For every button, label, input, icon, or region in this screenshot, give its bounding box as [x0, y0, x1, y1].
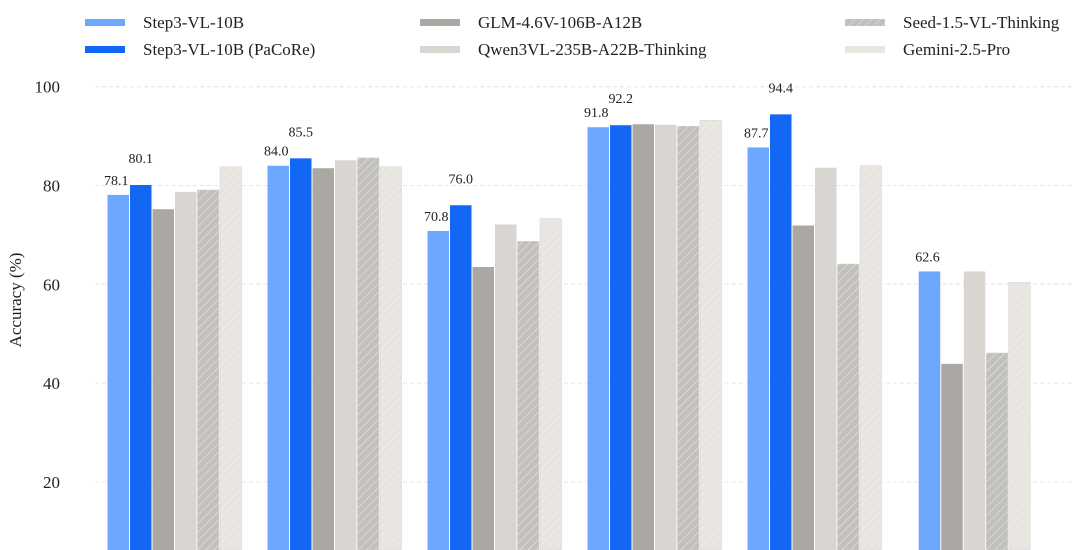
legend-swatch — [85, 46, 125, 53]
bar-glm-4-6v-106b-a12b-3 — [632, 124, 654, 550]
bar-seed-1-5-vl-thinking-4 — [837, 263, 860, 550]
data-label: 91.8 — [584, 106, 609, 121]
legend-item: Qwen3VL-235B-A22B-Thinking — [420, 40, 707, 59]
y-tick-label: 20 — [43, 473, 60, 492]
legend: Step3-VL-10B Step3-VL-10B (PaCoRe) GLM-4.6… — [85, 13, 1060, 59]
legend-item: Seed-1.5-VL-Thinking — [845, 13, 1060, 32]
bar-seed-1-5-vl-thinking-1 — [357, 157, 380, 550]
bar-qwen3vl-235b-a22b-thinking-3 — [655, 124, 677, 550]
data-label: 62.6 — [915, 250, 940, 265]
data-label: 70.8 — [424, 210, 449, 225]
y-tick-label: 80 — [43, 177, 60, 196]
bar-qwen3vl-235b-a22b-thinking-1 — [335, 160, 357, 550]
bar-step3-vl-10b-pacore--3 — [610, 125, 632, 550]
y-tick-label: 40 — [43, 374, 60, 393]
data-label: 94.4 — [769, 81, 794, 96]
legend-item: Step3-VL-10B — [85, 13, 244, 32]
bar-seed-1-5-vl-thinking-3 — [677, 125, 700, 550]
bar-gemini-2-5-pro-0 — [219, 166, 242, 550]
legend-label: Gemini-2.5-Pro — [903, 40, 1010, 59]
legend-swatch — [420, 19, 460, 26]
bar-gemini-2-5-pro-2 — [539, 218, 562, 550]
bar-glm-4-6v-106b-a12b-2 — [472, 267, 494, 550]
legend-swatch — [845, 46, 885, 53]
bar-glm-4-6v-106b-a12b-0 — [152, 209, 174, 550]
bar-qwen3vl-235b-a22b-thinking-0 — [175, 191, 197, 550]
data-label: 85.5 — [289, 125, 314, 140]
data-labels: 78.180.1 84.085.5 70.8 76.0 91.892.2 87.7 94.4… — [104, 81, 940, 265]
bar-gemini-2-5-pro-3 — [699, 120, 722, 550]
legend-item: Gemini-2.5-Pro — [845, 40, 1010, 59]
bar-glm-4-6v-106b-a12b-5 — [941, 363, 963, 550]
y-axis-label: Accuracy (%) — [6, 253, 25, 348]
bar-step3-vl-10b-0 — [107, 194, 129, 550]
bar-gemini-2-5-pro-4 — [859, 165, 882, 550]
bar-step3-vl-10b-pacore--2 — [450, 205, 472, 550]
bar-step3-vl-10b-4 — [747, 147, 769, 550]
bar-step3-vl-10b-pacore--4 — [770, 114, 792, 550]
bar-qwen3vl-235b-a22b-thinking-2 — [495, 224, 517, 550]
legend-swatch — [420, 46, 460, 53]
bar-step3-vl-10b-pacore--0 — [130, 185, 152, 550]
y-axis: 20 40 60 80 100 — [35, 78, 61, 492]
data-label: 92.2 — [609, 92, 634, 107]
y-tick-label: 60 — [43, 275, 60, 294]
data-label: 87.7 — [744, 126, 769, 141]
legend-label: GLM-4.6V-106B-A12B — [478, 13, 642, 32]
bar-seed-1-5-vl-thinking-2 — [517, 241, 540, 550]
bar-gemini-2-5-pro-1 — [379, 166, 402, 550]
bar-qwen3vl-235b-a22b-thinking-4 — [815, 167, 837, 550]
legend-swatch — [845, 19, 885, 26]
bars — [107, 114, 1031, 550]
data-label: 80.1 — [129, 152, 154, 167]
legend-label: Qwen3VL-235B-A22B-Thinking — [478, 40, 707, 59]
y-tick-label: 100 — [35, 78, 61, 97]
legend-label: Step3-VL-10B — [143, 13, 244, 32]
bar-qwen3vl-235b-a22b-thinking-5 — [963, 271, 986, 550]
legend-label: Step3-VL-10B (PaCoRe) — [143, 40, 315, 59]
legend-item: GLM-4.6V-106B-A12B — [420, 13, 642, 32]
legend-swatch — [85, 19, 125, 26]
legend-item: Step3-VL-10B (PaCoRe) — [85, 40, 315, 59]
bar-seed-1-5-vl-thinking-0 — [197, 189, 220, 550]
bar-step3-vl-10b-1 — [267, 165, 289, 550]
bar-step3-vl-10b-pacore--1 — [290, 158, 312, 550]
gridlines — [95, 86, 1075, 483]
data-label: 84.0 — [264, 145, 289, 160]
bar-step3-vl-10b-2 — [427, 230, 449, 550]
legend-label: Seed-1.5-VL-Thinking — [903, 13, 1060, 32]
bar-step3-vl-10b-3 — [587, 127, 609, 550]
bar-step3-vl-10b-5 — [918, 271, 941, 550]
bar-seed-1-5-vl-thinking-5 — [986, 352, 1008, 550]
data-label: 76.0 — [449, 172, 474, 187]
bar-glm-4-6v-106b-a12b-4 — [792, 225, 814, 550]
bar-gemini-2-5-pro-5 — [1008, 282, 1031, 550]
bar-glm-4-6v-106b-a12b-1 — [312, 168, 334, 550]
data-label: 78.1 — [104, 174, 129, 189]
